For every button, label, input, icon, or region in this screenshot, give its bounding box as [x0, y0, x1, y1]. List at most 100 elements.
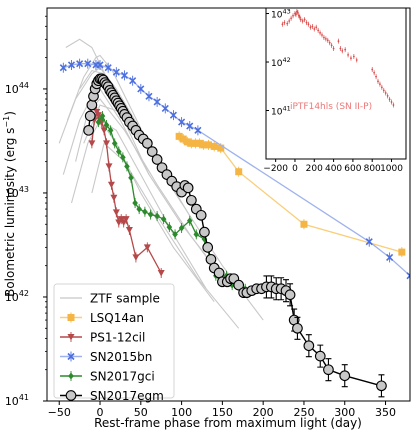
- sn2017egm-point: [84, 110, 96, 122]
- y-tick-label: 1043: [5, 185, 29, 200]
- inset-point: [290, 17, 293, 20]
- ps1-12cil-point: [122, 216, 130, 223]
- sn2017gci-point: [166, 223, 173, 231]
- inset-point: [323, 36, 325, 39]
- inset-point: [297, 14, 300, 17]
- legend-item-sn2015bn: SN2015bn: [60, 350, 152, 364]
- sn2017egm-point: [376, 380, 387, 392]
- sn2017gci-point: [124, 162, 130, 170]
- legend-label: ZTF sample: [90, 292, 160, 306]
- legend-label: SN2015bn: [90, 350, 152, 364]
- legend-item-sn2017egm: SN2017egm: [60, 389, 164, 403]
- sn2015bn-point: [153, 98, 161, 106]
- inset-x-tick-label: 1000: [380, 164, 403, 174]
- sn2017egm-point: [233, 279, 245, 291]
- sn2017gci-point: [147, 211, 154, 219]
- lsq14an-point: [300, 220, 308, 228]
- inset-plot-background: [266, 8, 406, 159]
- sn2017gci-point: [154, 212, 160, 220]
- y-axis-label-close: ): [3, 111, 17, 116]
- y-tick-exponent: 44: [19, 81, 29, 90]
- series-sn2015bn: [59, 58, 410, 281]
- legend-marker: [67, 314, 75, 321]
- inset-point: [307, 23, 310, 26]
- y-tick-exponent: 42: [19, 289, 29, 298]
- ztf-curve: [66, 54, 158, 162]
- legend: ZTF sample LSQ14an PS1-12cil SN2015bn SN2017…: [53, 283, 175, 403]
- legend-label: SN2017egm: [90, 389, 164, 403]
- x-tick-label: 350: [375, 406, 396, 419]
- inset-point: [332, 47, 335, 50]
- sn2017egm-point: [151, 154, 163, 165]
- sn2017gci-point: [160, 215, 167, 223]
- inset-point: [303, 18, 306, 21]
- legend-marker: [67, 334, 75, 341]
- inset-x-tick-label: −200: [263, 164, 288, 174]
- ps1-12cil-point: [110, 194, 118, 202]
- y-axis-label-unit-exponent: −1: [2, 116, 11, 128]
- inset-point: [305, 21, 308, 24]
- ps1-12cil-point: [112, 209, 120, 216]
- inset-point: [309, 26, 312, 29]
- sn2017egm-point: [202, 242, 214, 253]
- inset-plot-frame: [265, 7, 407, 160]
- sn2015bn-point: [137, 85, 145, 93]
- legend-item-lsq14an: LSQ14an: [60, 311, 144, 325]
- inset-x-tick-label: 400: [325, 164, 342, 174]
- sn2015bn-point: [84, 60, 92, 68]
- x-tick-label: 50: [134, 406, 148, 419]
- lsq14an-point: [210, 142, 218, 150]
- inset-point: [352, 55, 355, 58]
- sn2015bn-point: [386, 253, 394, 261]
- sn2015bn-point: [186, 122, 194, 130]
- inset-point: [380, 86, 383, 89]
- sn2015bn-point: [406, 272, 410, 280]
- y-tick-base: 10: [5, 395, 19, 408]
- inset-point: [296, 11, 299, 14]
- sn2017gci-point: [172, 230, 178, 238]
- sn2017egm-point: [141, 137, 153, 149]
- inset-point: [341, 49, 344, 52]
- inset-x-tick-label: 200: [306, 164, 323, 174]
- ps1-12cil-point: [125, 227, 133, 234]
- series-sn2017egm: [83, 73, 387, 398]
- inset-point: [384, 92, 387, 94]
- sn2015bn-point: [112, 68, 120, 76]
- legend-item-ps1-12cil: PS1-12cil: [60, 331, 145, 345]
- sn2017egm-point: [323, 364, 334, 376]
- ps1-12cil-point: [117, 216, 125, 223]
- inset-point: [375, 75, 377, 78]
- inset-y-tick-base: 10: [271, 11, 283, 21]
- sn2017gci-point: [193, 230, 200, 238]
- inset-y-tick-label: 1042: [271, 56, 291, 69]
- x-tick-label: 250: [293, 406, 314, 419]
- y-axis-label: Bolometric luminosity (erg s−1): [2, 111, 17, 297]
- inset-point: [392, 104, 395, 106]
- legend-marker: [65, 390, 77, 401]
- legend-item-sn2017gci: SN2017gci: [60, 370, 155, 384]
- inset-point: [301, 20, 304, 22]
- inset-point: [315, 26, 318, 29]
- x-tick-label: 300: [334, 406, 355, 419]
- x-tick-label: 200: [253, 406, 274, 419]
- ps1-12cil-point: [94, 112, 102, 119]
- y-tick-label: 1041: [5, 393, 29, 408]
- sn2015bn-point: [76, 60, 84, 68]
- inset-point: [328, 41, 331, 44]
- inset-annotation: iPTF14hls (SN II-P): [290, 102, 372, 112]
- sn2017gci-point: [178, 224, 185, 232]
- sn2017egm-point: [284, 289, 296, 301]
- legend-marker: [67, 352, 75, 361]
- inset-plot-series: [281, 9, 395, 108]
- sn2017gci-point: [142, 208, 148, 216]
- inset-point: [299, 18, 302, 21]
- sn2015bn-point: [169, 111, 178, 119]
- sn2017gci-point: [111, 139, 118, 147]
- inset-point: [344, 48, 347, 51]
- ps1-12cil-point: [105, 163, 113, 170]
- legend-box: [53, 283, 175, 399]
- sn2017gci-point: [186, 217, 193, 225]
- inset-point: [355, 59, 358, 61]
